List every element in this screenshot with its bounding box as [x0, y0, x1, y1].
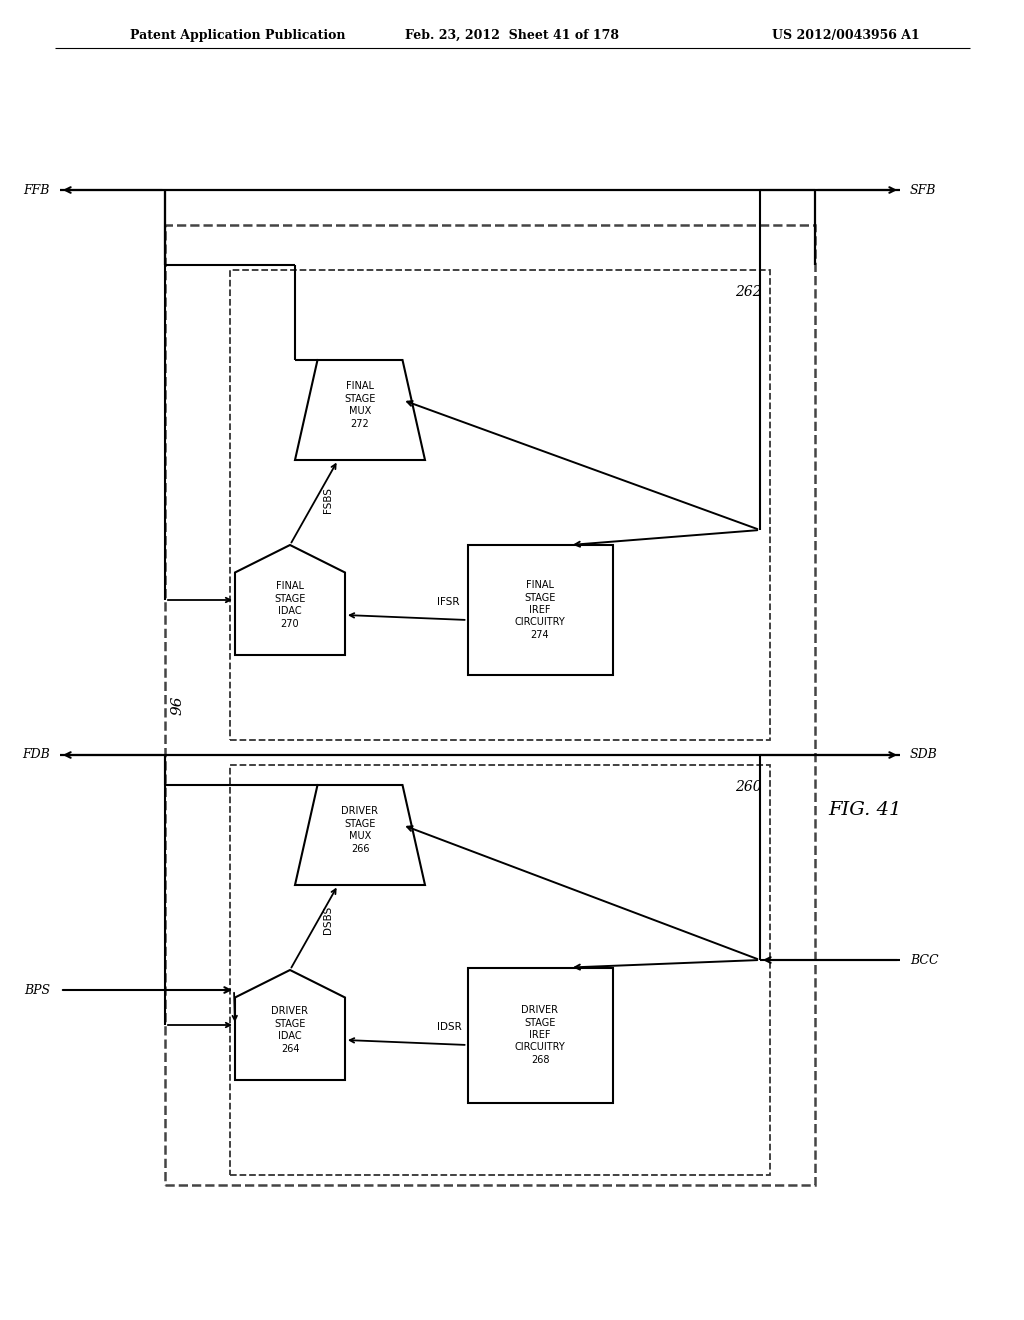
Text: 262: 262	[735, 285, 762, 300]
Text: BPS: BPS	[24, 983, 50, 997]
Text: FINAL
STAGE
IDAC
270: FINAL STAGE IDAC 270	[274, 581, 306, 628]
Text: US 2012/0043956 A1: US 2012/0043956 A1	[772, 29, 920, 41]
Text: FINAL
STAGE
IREF
CIRCUITRY
274: FINAL STAGE IREF CIRCUITRY 274	[515, 581, 565, 640]
Text: DRIVER
STAGE
MUX
266: DRIVER STAGE MUX 266	[341, 807, 379, 854]
Text: 96: 96	[171, 696, 185, 714]
Text: FSBS: FSBS	[323, 487, 333, 513]
Bar	[468, 968, 612, 1102]
Text: DSBS: DSBS	[323, 906, 333, 935]
Polygon shape	[234, 545, 345, 655]
Bar	[165, 224, 815, 1185]
Bar	[230, 271, 770, 741]
Text: FFB: FFB	[24, 183, 50, 197]
Text: IDSR: IDSR	[437, 1022, 462, 1032]
Polygon shape	[295, 785, 425, 884]
Text: BCC: BCC	[910, 953, 939, 966]
Text: IFSR: IFSR	[437, 597, 460, 607]
Text: Feb. 23, 2012  Sheet 41 of 178: Feb. 23, 2012 Sheet 41 of 178	[406, 29, 618, 41]
Text: FDB: FDB	[23, 748, 50, 762]
Text: DRIVER
STAGE
IREF
CIRCUITRY
268: DRIVER STAGE IREF CIRCUITRY 268	[515, 1006, 565, 1065]
Text: FINAL
STAGE
MUX
272: FINAL STAGE MUX 272	[344, 381, 376, 429]
Bar	[230, 766, 770, 1175]
Text: SFB: SFB	[910, 183, 936, 197]
Polygon shape	[295, 360, 425, 459]
Text: Patent Application Publication: Patent Application Publication	[130, 29, 345, 41]
Text: FIG. 41: FIG. 41	[828, 801, 902, 818]
Text: 260: 260	[735, 780, 762, 795]
Polygon shape	[234, 970, 345, 1080]
Text: SDB: SDB	[910, 748, 938, 762]
Bar	[468, 545, 612, 675]
Text: DRIVER
STAGE
IDAC
264: DRIVER STAGE IDAC 264	[271, 1006, 308, 1053]
